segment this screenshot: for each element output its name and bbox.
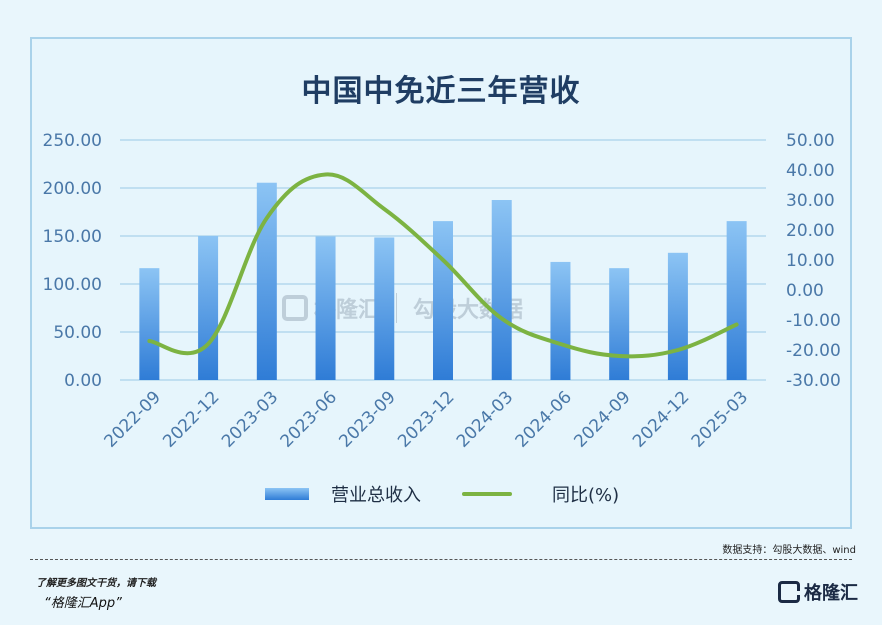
x-tick-label: 2023-03	[218, 387, 282, 451]
y-right-tick-label: -10.00	[786, 311, 841, 331]
watermark-logo-icon	[282, 295, 308, 321]
legend-label-yoy: 同比(%)	[552, 485, 620, 506]
legend-label-revenue: 营业总收入	[331, 485, 421, 506]
bar-revenue	[491, 200, 512, 380]
bar-revenue	[726, 221, 747, 380]
promo-app-name: “格隆汇App”	[44, 596, 122, 611]
brand-logo-icon	[778, 581, 800, 603]
bar-revenue	[256, 182, 277, 380]
bar-revenue	[667, 252, 688, 380]
legend: 营业总收入 同比(%)	[0, 481, 882, 509]
y-right-tick-label: 20.00	[786, 221, 835, 241]
brand-name: 格隆汇	[804, 583, 858, 604]
watermark-separator	[396, 293, 398, 323]
y-right-tick-label: 10.00	[786, 251, 835, 271]
x-tick-label: 2023-12	[394, 387, 458, 451]
chart-title: 中国中免近三年营收	[301, 74, 581, 109]
bar-revenue	[139, 268, 160, 380]
data-source: 数据支持：勾股大数据、wind	[722, 545, 856, 556]
legend-swatch-bar	[265, 488, 309, 500]
y-right-tick-label: 50.00	[786, 131, 835, 151]
x-tick-label: 2022-09	[101, 387, 165, 451]
x-tick-label: 2025-03	[688, 387, 752, 451]
bar-revenue	[433, 221, 453, 380]
y-left-tick-label: 0.00	[64, 371, 102, 391]
y-left-tick-label: 250.00	[43, 131, 102, 151]
x-tick-label: 2024-12	[629, 387, 693, 451]
legend-item-revenue: 营业总收入	[265, 481, 421, 507]
bar-revenue	[198, 236, 219, 380]
bar-revenue	[374, 237, 395, 380]
y-left-tick-label: 150.00	[43, 227, 102, 247]
x-tick-label: 2022-12	[159, 387, 223, 451]
line-yoy	[147, 172, 739, 359]
x-tick-label: 2024-09	[570, 387, 634, 451]
y-left-tick-label: 100.00	[43, 275, 102, 295]
y-right-tick-label: -20.00	[786, 341, 841, 361]
y-right-tick-label: 0.00	[786, 281, 824, 301]
footer-divider	[30, 559, 852, 560]
x-tick-label: 2023-09	[335, 387, 399, 451]
promo-text: 了解更多图文干货，请下载	[36, 578, 156, 589]
y-left-tick-label: 50.00	[53, 323, 102, 343]
y-right-tick-label: 40.00	[786, 161, 835, 181]
x-tick-label: 2024-03	[453, 387, 517, 451]
y-right-tick-label: 30.00	[786, 191, 835, 211]
bar-revenue	[315, 236, 336, 380]
x-tick-label: 2023-06	[277, 387, 341, 451]
brand-logo[interactable]: 格隆汇	[778, 579, 858, 605]
legend-item-yoy: 同比(%)	[462, 481, 619, 507]
y-left-tick-label: 200.00	[43, 179, 102, 199]
x-tick-label: 2024-06	[512, 387, 576, 451]
bar-revenue	[550, 261, 571, 380]
bar-revenue	[609, 268, 630, 380]
y-right-tick-label: -30.00	[786, 371, 841, 391]
legend-swatch-line	[462, 492, 512, 496]
